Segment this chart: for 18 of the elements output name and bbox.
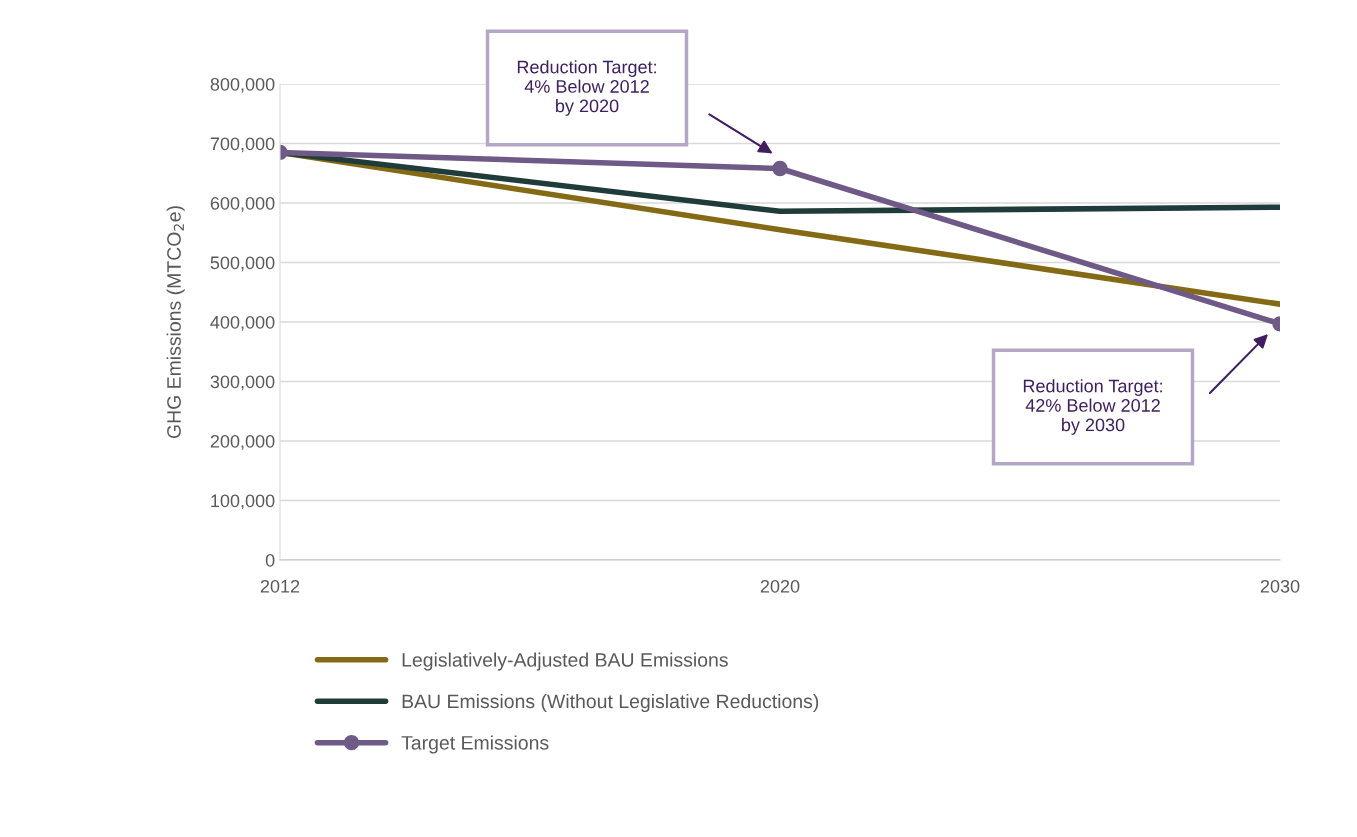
y-tick-label: 0 — [265, 553, 275, 567]
legend-label: Target Emissions — [401, 735, 549, 754]
y-tick-label: 300,000 — [210, 375, 275, 391]
y-tick-label: 800,000 — [210, 77, 275, 93]
y-tick-label: 700,000 — [210, 137, 275, 153]
legend-label: BAU Emissions (Without Legislative Reductions) — [402, 693, 819, 713]
y-axis-title: GHG Emissions (MTCO$_{2}$e) — [166, 206, 185, 439]
y-tick-label: 500,000 — [210, 256, 275, 272]
y-tick-label: 200,000 — [210, 434, 275, 450]
y-tick-label: 600,000 — [210, 196, 275, 212]
x-tick-label: 2020 — [760, 579, 800, 593]
annotation: Reduction Target: 4% Below 2012 by 2020 — [517, 60, 656, 116]
x-tick-label: 2030 — [1260, 579, 1300, 593]
legend-label: Legislatively-Adjusted BAU Emissions — [402, 652, 728, 671]
y-tick-label: 400,000 — [210, 315, 275, 331]
annotation: Reduction Target: 42% Below 2012 by 2030 — [1023, 379, 1162, 435]
y-tick-label: 100,000 — [211, 494, 275, 510]
x-tick-label: 2012 — [260, 579, 300, 593]
